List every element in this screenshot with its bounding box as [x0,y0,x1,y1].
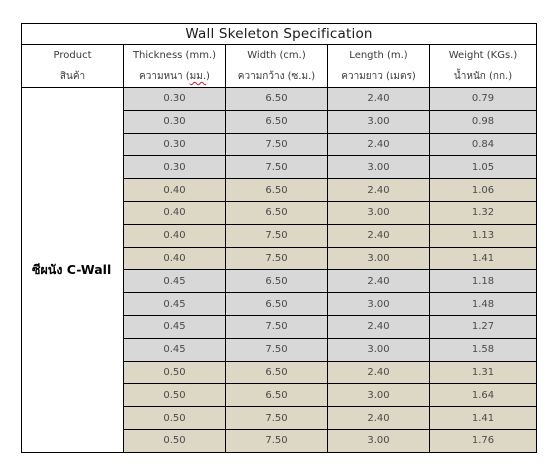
header-length-th: ความยาว (เมตร) [327,66,430,88]
table-row: 0.50 6.50 3.00 1.64 [22,383,538,408]
length-cell: 2.40 [327,87,430,111]
thickness-cell: 0.45 [123,269,226,294]
header-thickness-th-close: ) [206,71,210,82]
header-product-en: Product [21,44,124,66]
weight-cell: 1.41 [428,246,538,271]
header-thickness-th-text: ความหนา ( [139,71,190,82]
thickness-cell: 0.40 [123,223,226,248]
length-cell: 2.40 [327,406,430,430]
weight-cell: 1.18 [428,269,538,294]
title-row: Wall Skeleton Specification [20,23,538,45]
length-cell: 2.40 [327,132,430,157]
length-cell: 2.40 [327,314,430,339]
table-row: ซีผนัง C-Wall 0.30 6.50 2.40 0.79 [21,87,538,453]
header-weight-en: Weight (KGs.) [428,44,538,66]
weight-cell: 0.98 [428,109,538,134]
header-weight-th: น้ำหนัก (กก.) [428,66,538,88]
weight-cell: 1.27 [428,314,538,339]
thickness-cell: 0.30 [123,155,226,180]
width-cell: 6.50 [225,383,328,408]
thickness-cell: 0.30 [123,87,226,111]
weight-cell: 1.06 [428,178,538,202]
length-cell: 2.40 [327,178,430,202]
specification-table: Wall Skeleton Specification Product Thic… [20,23,538,453]
weight-cell: 1.05 [428,155,538,180]
width-cell: 7.50 [225,223,328,248]
width-cell: 7.50 [225,337,328,362]
width-cell: 6.50 [225,109,328,134]
table-row: 0.30 7.50 2.40 0.84 [22,132,538,157]
product-cell: ซีผนัง C-Wall [21,87,124,453]
length-cell: 2.40 [327,269,430,294]
thickness-cell: 0.50 [123,383,226,408]
width-cell: 6.50 [225,178,328,202]
table-row: 0.50 7.50 3.00 1.76 [22,428,538,453]
header-width-en: Width (cm.) [225,44,328,66]
table-row: 0.50 6.50 2.40 1.31 [22,360,538,385]
table-row: 0.30 7.50 3.00 1.05 [22,155,538,180]
length-cell: 3.00 [327,337,430,362]
thickness-cell: 0.45 [123,314,226,339]
weight-cell: 0.79 [428,87,538,111]
width-cell: 7.50 [225,132,328,157]
specification-table-body: Wall Skeleton Specification Product Thic… [20,23,538,453]
header-row-thai: สินค้า ความหนา (มม.) ความกว้าง (ซ.ม.) คว… [21,66,538,88]
length-cell: 2.40 [327,360,430,385]
table-row: 0.40 6.50 2.40 1.06 [22,178,538,202]
weight-cell: 1.32 [428,200,538,225]
weight-cell: 1.76 [428,428,538,453]
width-cell: 6.50 [225,87,328,111]
width-cell: 7.50 [225,406,328,430]
width-cell: 7.50 [225,314,328,339]
thickness-cell: 0.40 [123,200,226,225]
thickness-cell: 0.40 [123,246,226,271]
width-cell: 6.50 [225,269,328,294]
width-cell: 7.50 [225,428,328,453]
thickness-cell: 0.40 [123,178,226,202]
header-product-th-text: สินค้า [59,71,86,82]
header-length-th-text: ความยาว (เมตร) [341,71,416,82]
weight-cell: 1.31 [428,360,538,385]
weight-cell: 1.13 [428,223,538,248]
weight-cell: 1.48 [428,292,538,316]
header-length-en: Length (m.) [327,44,430,66]
table-row: 0.40 7.50 2.40 1.13 [22,223,538,248]
thickness-cell: 0.50 [123,360,226,385]
header-width-th-text: ความกว้าง (ซ.ม.) [237,71,316,82]
weight-cell: 1.58 [428,337,538,362]
header-thickness-th-unit: มม. [189,71,207,82]
length-cell: 3.00 [327,383,430,408]
header-thickness-en: Thickness (mm.) [123,44,226,66]
width-cell: 7.50 [225,246,328,271]
header-width-th: ความกว้าง (ซ.ม.) [225,66,328,88]
table-row: 0.45 7.50 3.00 1.58 [22,337,538,362]
table-title: Wall Skeleton Specification [20,23,538,45]
header-weight-th-text: น้ำหนัก (กก.) [453,71,513,82]
length-cell: 2.40 [327,223,430,248]
table-row: 0.40 6.50 3.00 1.32 [22,200,538,225]
thickness-cell: 0.30 [123,109,226,134]
weight-cell: 0.84 [428,132,538,157]
length-cell: 3.00 [327,200,430,225]
header-product-th: สินค้า [21,66,124,88]
thickness-cell: 0.30 [123,132,226,157]
thickness-cell: 0.45 [123,337,226,362]
width-cell: 6.50 [225,360,328,385]
thickness-cell: 0.50 [123,406,226,430]
width-cell: 6.50 [225,292,328,316]
weight-cell: 1.41 [428,406,538,430]
length-cell: 3.00 [327,292,430,316]
width-cell: 7.50 [225,155,328,180]
header-row-english: Product Thickness (mm.) Width (cm.) Leng… [21,44,538,66]
thickness-cell: 0.50 [123,428,226,453]
length-cell: 3.00 [327,155,430,180]
length-cell: 3.00 [327,428,430,453]
thickness-cell: 0.45 [123,292,226,316]
table-row: 0.45 6.50 2.40 1.18 [22,269,538,294]
length-cell: 3.00 [327,109,430,134]
header-thickness-th: ความหนา (มม.) [123,66,226,88]
length-cell: 3.00 [327,246,430,271]
weight-cell: 1.64 [428,383,538,408]
width-cell: 6.50 [225,200,328,225]
